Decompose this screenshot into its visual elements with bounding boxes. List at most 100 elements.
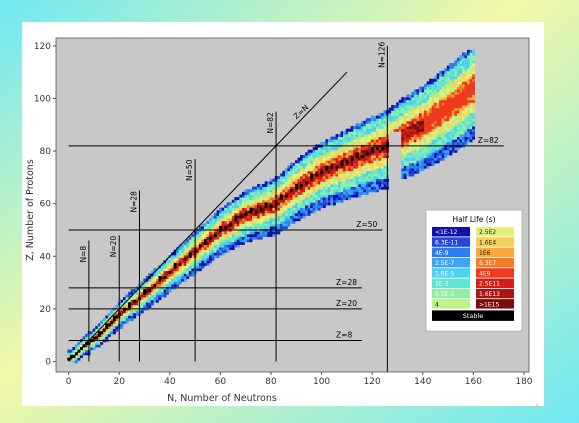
nuclide-cell: [176, 265, 180, 269]
nuclide-cell: [305, 168, 309, 172]
nuclide-cell: [413, 94, 417, 98]
nuclide-cell: [416, 99, 420, 103]
nuclide-cell: [434, 110, 438, 114]
nuclide-cell: [383, 181, 387, 185]
nuclide-cell: [403, 155, 407, 159]
nuclide-cell: [282, 176, 286, 180]
nuclide-cell: [358, 178, 362, 182]
stable-nuclide-cell: [153, 283, 157, 287]
nuclide-cell: [307, 176, 311, 180]
nuclide-cell: [287, 197, 291, 201]
nuclide-cell: [446, 68, 450, 72]
nuclide-cell: [211, 215, 215, 219]
nuclide-cell: [451, 107, 455, 111]
nuclide-cell: [279, 186, 283, 190]
nuclide-cell: [454, 149, 458, 153]
nuclide-cell: [226, 249, 230, 253]
nuclide-cell: [297, 194, 301, 198]
nuclide-cell: [421, 131, 425, 135]
nuclide-cell: [368, 176, 372, 180]
nuclide-cell: [322, 178, 326, 182]
nuclide-cell: [295, 168, 298, 172]
nuclide-cell: [173, 268, 177, 272]
nuclide-cell: [307, 165, 311, 169]
nuclide-cell: [421, 94, 425, 98]
nuclide-cell: [264, 212, 268, 216]
nuclide-cell: [335, 191, 339, 195]
nuclide-cell: [353, 165, 357, 169]
nuclide-cell: [358, 155, 362, 159]
nuclide-cell: [219, 239, 223, 243]
nuclide-cell: [348, 191, 352, 195]
nuclide-cell: [289, 218, 293, 222]
nuclide-cell: [264, 207, 268, 211]
nuclide-cell: [198, 239, 202, 243]
legend-swatch: [432, 278, 470, 288]
nuclide-cell: [401, 133, 405, 138]
nuclide-cell: [398, 120, 402, 124]
nuclide-cell: [368, 165, 372, 169]
nuclide-cell: [373, 186, 377, 190]
nuclide-cell: [454, 97, 458, 101]
nuclide-cell: [332, 162, 336, 166]
nuclide-cell: [373, 173, 377, 177]
nuclide-cell: [229, 202, 233, 206]
nuclide-cell: [267, 215, 271, 219]
nuclide-cell: [320, 202, 324, 206]
nuclide-cell: [322, 205, 326, 209]
nuclide-cell: [469, 70, 473, 74]
nuclide-cell: [171, 270, 175, 274]
nuclide-cell: [373, 141, 377, 145]
nuclide-cell: [249, 223, 253, 227]
nuclide-cell: [461, 55, 465, 59]
nuclide-cell: [350, 133, 354, 138]
nuclide-cell: [224, 239, 228, 243]
nuclide-cell: [355, 133, 359, 138]
nuclide-cell: [456, 128, 460, 132]
nuclide-cell: [378, 168, 382, 172]
nuclide-cell: [317, 165, 321, 169]
nuclide-cell: [236, 202, 240, 206]
nuclide-cell: [219, 236, 223, 240]
nuclide-cell: [178, 260, 182, 264]
nuclide-cell: [234, 223, 238, 227]
nuclide-cell: [451, 115, 455, 119]
nuclide-cell: [302, 165, 306, 169]
nuclide-cell: [338, 136, 341, 140]
nuclide-cell: [365, 131, 369, 135]
nuclide-cell: [277, 202, 281, 206]
nuclide-cell: [289, 173, 293, 177]
nuclide-cell: [234, 239, 238, 243]
nuclide-cell: [140, 310, 144, 314]
nuclide-cell: [451, 81, 455, 85]
nuclide-cell: [373, 152, 377, 156]
nuclide-cell: [191, 239, 195, 243]
nuclide-cell: [375, 157, 379, 161]
nuclide-cell: [335, 168, 339, 172]
nuclide-cell: [416, 170, 420, 174]
nuclide-cell: [413, 91, 417, 95]
nuclide-cell: [295, 160, 298, 164]
nuclide-cell: [426, 86, 430, 90]
nuclide-cell: [183, 262, 187, 266]
nuclide-cell: [322, 162, 326, 166]
nuclide-cell: [467, 139, 470, 143]
nuclide-cell: [383, 162, 387, 166]
nuclide-cell: [284, 186, 288, 190]
nuclide-cell: [353, 178, 357, 182]
nuclide-cell: [416, 141, 420, 145]
nuclide-cell: [325, 199, 329, 203]
nuclide-cell: [439, 147, 443, 151]
nuclide-cell: [459, 94, 463, 98]
nuclide-cell: [229, 218, 233, 222]
nuclide-cell: [416, 107, 420, 111]
nuclide-cell: [330, 202, 334, 206]
nuclide-cell: [375, 133, 379, 138]
nuclide-cell: [143, 299, 147, 303]
nuclide-cell: [358, 139, 362, 143]
nuclide-cell: [332, 136, 336, 140]
nuclide-cell: [469, 86, 473, 90]
nuclide-cell: [459, 78, 463, 82]
nuclide-cell: [143, 297, 147, 301]
nuclide-cell: [472, 70, 476, 74]
